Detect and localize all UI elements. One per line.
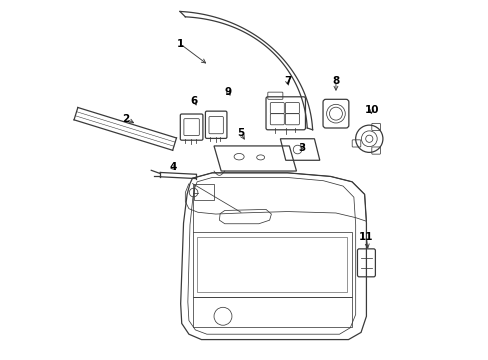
Text: 6: 6 [190,96,198,106]
Text: 4: 4 [169,162,176,172]
Text: 10: 10 [364,105,378,115]
Text: 8: 8 [332,76,339,86]
Text: 3: 3 [298,143,305,153]
Text: 7: 7 [283,76,291,86]
Text: 1: 1 [176,39,183,49]
Text: 2: 2 [122,114,129,124]
Text: 11: 11 [359,232,373,242]
Text: 9: 9 [224,87,231,97]
Text: 5: 5 [237,129,244,138]
